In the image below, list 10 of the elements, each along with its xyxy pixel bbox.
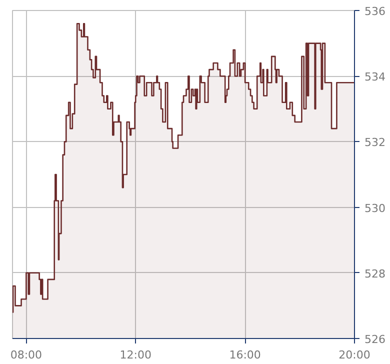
- y-tick-label: 534: [364, 70, 386, 84]
- x-tick-label: 12:00: [120, 348, 152, 362]
- x-tick-label: 08:00: [10, 348, 42, 362]
- x-tick-label: 20:00: [338, 348, 370, 362]
- y-tick-label: 530: [364, 202, 386, 215]
- y-tick-label: 528: [364, 267, 386, 280]
- y-tick-label: 532: [364, 136, 386, 150]
- y-tick-label: 536: [364, 5, 386, 18]
- y-tick-label: 526: [364, 333, 386, 346]
- x-tick-label: 16:00: [229, 348, 261, 362]
